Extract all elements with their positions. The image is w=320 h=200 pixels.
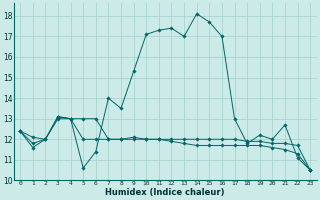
X-axis label: Humidex (Indice chaleur): Humidex (Indice chaleur) bbox=[105, 188, 225, 197]
